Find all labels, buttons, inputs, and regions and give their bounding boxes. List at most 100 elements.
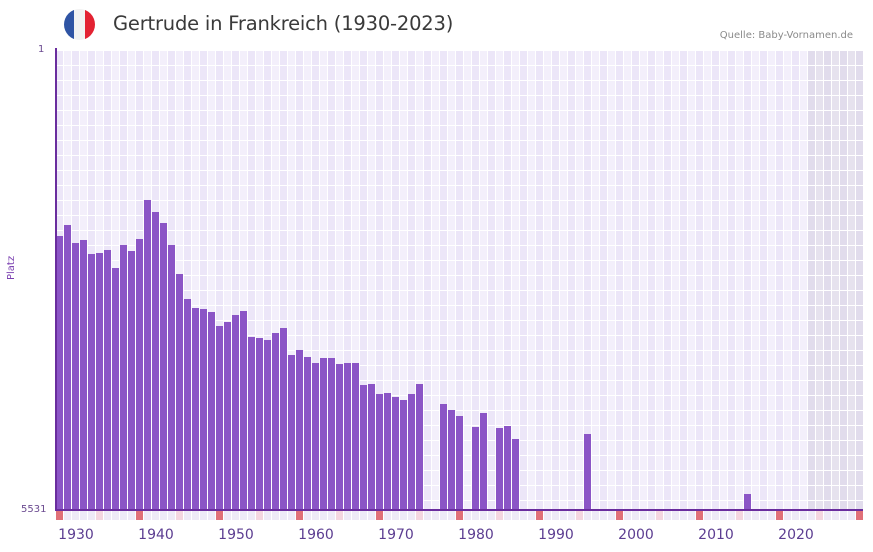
bar-1940[interactable]: [152, 211, 159, 510]
grid-cell: [648, 96, 655, 110]
decade-marker: [616, 511, 623, 520]
bar-1931[interactable]: [80, 239, 87, 510]
bar-1960[interactable]: [312, 362, 319, 510]
grid-cell: [656, 471, 663, 485]
bar-1949[interactable]: [224, 321, 231, 510]
year-marker: [640, 511, 647, 520]
bar-1944[interactable]: [184, 298, 191, 510]
bar-1928[interactable]: [56, 235, 63, 510]
grid-cell: [384, 306, 391, 320]
bar-1945[interactable]: [192, 307, 199, 510]
bar-1994[interactable]: [584, 433, 591, 510]
bar-1946[interactable]: [200, 308, 207, 510]
bar-1957[interactable]: [288, 354, 295, 510]
bar-1951[interactable]: [240, 310, 247, 510]
grid-cell: [344, 276, 351, 290]
grid-cell: [616, 246, 623, 260]
grid-cell: [824, 246, 831, 260]
grid-cell: [376, 321, 383, 335]
grid-cell: [360, 276, 367, 290]
bar-1941[interactable]: [160, 222, 167, 510]
bar-1970[interactable]: [392, 396, 399, 510]
grid-cell: [736, 486, 743, 500]
bar-1933[interactable]: [96, 252, 103, 510]
bar-1976[interactable]: [440, 403, 447, 510]
grid-cell: [504, 411, 511, 425]
grid-cell: [624, 246, 631, 260]
source-link[interactable]: Quelle: Baby-Vornamen.de: [719, 30, 853, 41]
bar-1952[interactable]: [248, 336, 255, 510]
bar-1971[interactable]: [400, 399, 407, 510]
bar-1953[interactable]: [256, 337, 263, 510]
bar-1956[interactable]: [280, 327, 287, 510]
bar-1967[interactable]: [368, 383, 375, 510]
bar-1955[interactable]: [272, 332, 279, 510]
grid-cell: [712, 96, 719, 110]
grid-cell: [288, 81, 295, 95]
bar-1972[interactable]: [408, 393, 415, 510]
grid-cell: [616, 471, 623, 485]
bar-1935[interactable]: [112, 267, 119, 510]
bar-1969[interactable]: [384, 392, 391, 510]
grid-cell: [800, 306, 807, 320]
grid-cell: [96, 171, 103, 185]
grid-cell: [752, 456, 759, 470]
bar-1937[interactable]: [128, 250, 135, 510]
bar-1948[interactable]: [216, 326, 223, 510]
grid-cell: [224, 186, 231, 200]
bar-1954[interactable]: [264, 339, 271, 510]
grid-cell: [704, 126, 711, 140]
bar-1959[interactable]: [304, 356, 311, 510]
grid-cell: [144, 111, 151, 125]
bar-1964[interactable]: [344, 362, 351, 510]
grid-cell: [656, 141, 663, 155]
bar-1980[interactable]: [472, 426, 479, 510]
grid-cell: [520, 231, 527, 245]
bar-1966[interactable]: [360, 384, 367, 510]
bar-1984[interactable]: [504, 425, 511, 510]
grid-cell: [576, 411, 583, 425]
grid-cell: [464, 141, 471, 155]
grid-cell: [600, 96, 607, 110]
bar-1939[interactable]: [144, 199, 151, 510]
grid-cell: [776, 96, 783, 110]
bar-1936[interactable]: [120, 244, 127, 510]
grid-cell: [480, 246, 487, 260]
grid-cell: [672, 471, 679, 485]
bar-1978[interactable]: [456, 415, 463, 510]
bar-1932[interactable]: [88, 253, 95, 510]
bar-1962[interactable]: [328, 357, 335, 510]
bar-1950[interactable]: [232, 314, 239, 510]
grid-cell: [736, 246, 743, 260]
bar-1958[interactable]: [296, 349, 303, 510]
bar-1934[interactable]: [104, 249, 111, 510]
grid-cell: [632, 381, 639, 395]
grid-cell: [208, 291, 215, 305]
bar-1983[interactable]: [496, 427, 503, 510]
grid-cell: [672, 186, 679, 200]
bar-1943[interactable]: [176, 273, 183, 510]
grid-cell: [568, 201, 575, 215]
bar-1930[interactable]: [72, 242, 79, 510]
bar-1963[interactable]: [336, 363, 343, 510]
bar-1938[interactable]: [136, 238, 143, 510]
grid-cell: [232, 81, 239, 95]
bar-1985[interactable]: [512, 438, 519, 510]
grid-cell: [576, 381, 583, 395]
bar-1965[interactable]: [352, 362, 359, 510]
bar-1973[interactable]: [416, 383, 423, 510]
bar-1968[interactable]: [376, 393, 383, 510]
bar-2014[interactable]: [744, 494, 751, 510]
bar-1977[interactable]: [448, 409, 455, 510]
grid-cell: [424, 81, 431, 95]
bar-1929[interactable]: [64, 224, 71, 510]
grid-cell: [160, 171, 167, 185]
grid-cell: [696, 456, 703, 470]
grid-cell: [56, 201, 63, 215]
bar-1947[interactable]: [208, 311, 215, 510]
bar-1942[interactable]: [168, 244, 175, 510]
bar-1981[interactable]: [480, 412, 487, 510]
grid-cell: [424, 396, 431, 410]
bar-1961[interactable]: [320, 357, 327, 510]
grid-cell: [552, 306, 559, 320]
